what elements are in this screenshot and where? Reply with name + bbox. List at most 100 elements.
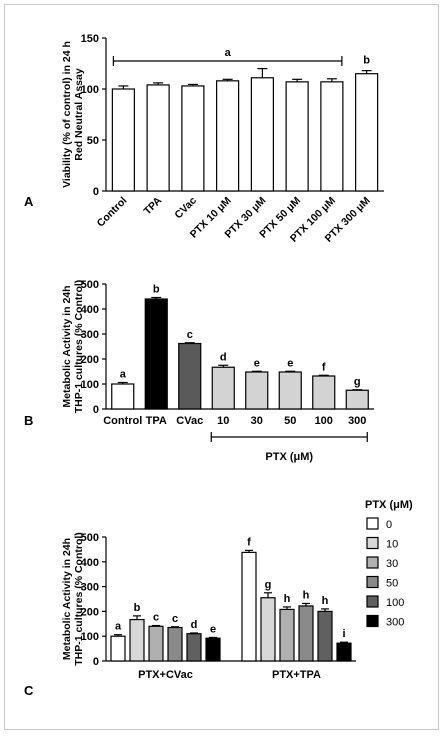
panel-a-xtick-label: TPA (141, 194, 164, 217)
panel-c-legend-label: 100 (386, 597, 404, 609)
panel-b-bar (278, 371, 302, 410)
panel-b-bar (312, 375, 336, 410)
panel-c-significance-letter: h (322, 595, 329, 607)
panel-c-significance-letter: e (210, 623, 216, 635)
panel-c-significance-letter: h (284, 593, 291, 605)
panel-a-bar (216, 80, 240, 192)
panel-c-ytick-label: 100 (81, 631, 99, 643)
panel-b-xtick-label: 10 (217, 415, 229, 427)
panel-c-significance-letter: f (247, 536, 251, 548)
panel-a-significance-letter: b (363, 55, 370, 67)
panel-a-ytick-label: 0 (93, 186, 99, 198)
panel-a-bar (355, 73, 379, 192)
panel-c-legend-label: 10 (386, 539, 398, 551)
panel-b-bar (178, 342, 202, 410)
panel-b-significance-letter: g (354, 376, 361, 388)
panel-b-bar (211, 366, 235, 410)
panel-c-bar (298, 605, 314, 662)
panel-b-ytick-label: 300 (81, 329, 99, 341)
panel-b-ylabel-line2: THP-1 cultures (% Control) (73, 280, 85, 414)
panel-c-ytick-label: 300 (81, 582, 99, 594)
panel-c-bar (205, 637, 221, 662)
panel-c-bar (167, 626, 183, 662)
panel-c-significance-letter: h (303, 589, 310, 601)
panel-b-ytick-label: 500 (81, 279, 99, 291)
panel-b-bar (245, 371, 269, 410)
panel-c-bar (260, 597, 276, 662)
panel-b-xtick-label: 30 (251, 415, 263, 427)
panel-c-ylabel-line2: THP-1 cultures (% Control) (73, 532, 85, 666)
panel-a-bar (250, 77, 274, 192)
figure-frame (4, 4, 439, 730)
panel-c-ytick-label: 0 (93, 656, 99, 668)
panel-b-xtick-label: 50 (284, 415, 296, 427)
panel-b-bar (345, 389, 369, 410)
panel-c-legend-title: PTX (μM) (365, 499, 413, 511)
panel-c-bar (336, 642, 352, 662)
panel-c-bar (241, 551, 257, 662)
panel-a-ylabel-line2: Red Neutral Assay (73, 68, 85, 161)
panel-b-xtick-label: CVac (176, 415, 203, 427)
panel-c-legend-swatch (366, 614, 379, 628)
panel-c-ytick-label: 500 (81, 532, 99, 544)
panel-a-xtick-label: CVac (172, 195, 199, 222)
panel-b-xtick-label: 100 (315, 415, 333, 427)
panel-c-significance-letter: d (191, 619, 198, 631)
panel-a-ytick-label: 50 (87, 135, 99, 147)
panel-c-ytick-label: 200 (81, 606, 99, 618)
panel-c-bar (129, 618, 145, 662)
panel-c-significance-letter: c (172, 613, 178, 625)
panel-b-ytick-label: 0 (93, 404, 99, 416)
panel-a-xtick-label: Control (95, 195, 130, 230)
panel-b-significance-letter: b (153, 284, 160, 296)
panel-c-xtick-label: PTX+CVac (138, 669, 193, 681)
panel-a-bar (285, 81, 309, 192)
panel-a-ytick-label: 100 (81, 84, 99, 96)
panel-b-ytick-label: 200 (81, 354, 99, 366)
panel-b-significance-letter: e (254, 357, 260, 369)
panel-c-ytick-label: 400 (81, 557, 99, 569)
panel-c-bar (148, 625, 164, 662)
panel-a-bar (181, 85, 205, 192)
panel-c-significance-letter: g (265, 579, 272, 591)
panel-c-legend-swatch (366, 517, 379, 530)
panel-b-ytick-label: 100 (81, 379, 99, 391)
panel-c-panel-label: C (24, 683, 34, 698)
panel-b-panel-label: B (24, 413, 33, 428)
panel-c-legend-swatch (366, 595, 379, 608)
panel-c-legend-label: 0 (386, 519, 392, 531)
panel-c-ylabel-line1: Metabolic Activity in 24h (61, 538, 73, 660)
panel-c-bar (279, 608, 295, 662)
panel-c-legend-label: 300 (386, 617, 404, 629)
panel-c-significance-letter: b (134, 602, 141, 614)
panel-a-bar (320, 81, 344, 192)
panel-b-significance-letter: c (187, 329, 193, 341)
panel-c-bar (110, 635, 126, 662)
panel-b-bar (111, 383, 135, 410)
panel-b-xtick-label: TPA (146, 415, 167, 427)
panel-b-significance-letter: f (322, 361, 326, 373)
panel-b-ylabel-line1: Metabolic Activity in 24h (61, 285, 73, 407)
panel-b-group-label: PTX (μM) (265, 451, 313, 463)
panel-c-significance-letter: c (153, 612, 159, 624)
panel-c-xtick-label: PTX+TPA (272, 669, 321, 681)
panel-c-legend-swatch (366, 575, 379, 589)
panel-a-ylabel-line1: Viability (% of control) in 24 h (61, 41, 73, 188)
panel-c-legend-swatch (366, 536, 379, 550)
panel-c-significance-letter: a (115, 621, 122, 633)
panel-a-bar (111, 88, 135, 192)
panel-c-significance-letter: i (342, 628, 345, 640)
panel-b-ytick-label: 400 (81, 304, 99, 316)
panel-a-ytick-label: 150 (81, 33, 99, 45)
panel-a-bar (146, 84, 170, 192)
panel-b-significance-letter: a (120, 369, 127, 381)
panel-b-xtick-label: 300 (348, 415, 366, 427)
panel-a-panel-label: A (24, 194, 34, 209)
panel-c-legend-swatch (366, 556, 379, 569)
panel-b-significance-letter: e (287, 357, 293, 369)
panel-b-bar (144, 298, 168, 410)
panel-b-significance-letter: d (220, 351, 227, 363)
panel-a-bracket-letter: a (225, 47, 232, 59)
panel-c-legend-label: 30 (386, 558, 398, 570)
